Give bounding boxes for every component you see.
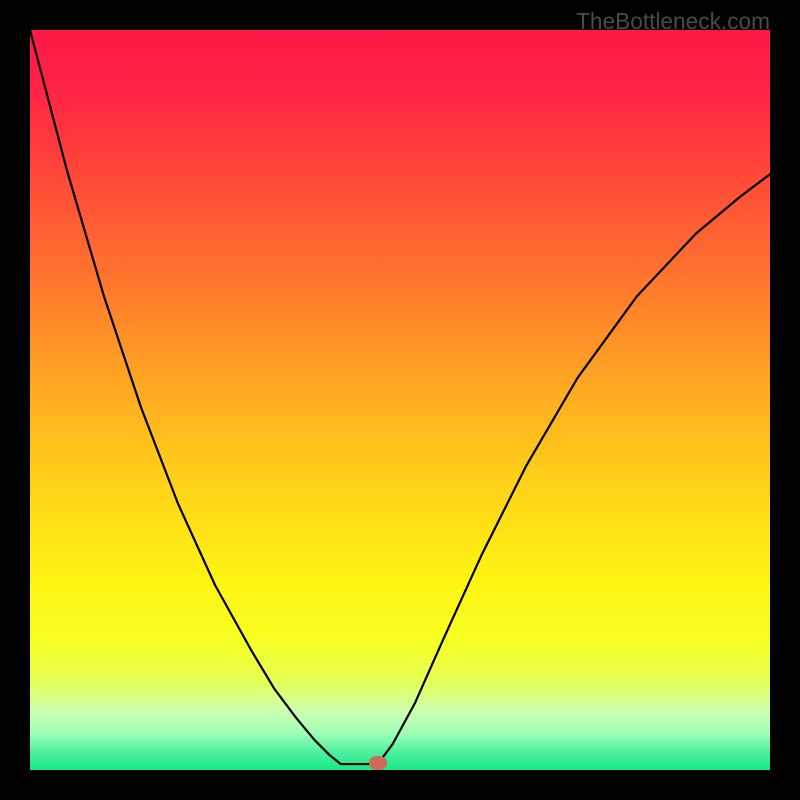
curve-layer [30, 30, 770, 770]
watermark-text: TheBottleneck.com [576, 8, 770, 35]
chart-canvas: TheBottleneck.com [0, 0, 800, 800]
bottleneck-curve [30, 30, 770, 764]
optimum-marker [369, 756, 387, 770]
plot-area [30, 30, 770, 770]
